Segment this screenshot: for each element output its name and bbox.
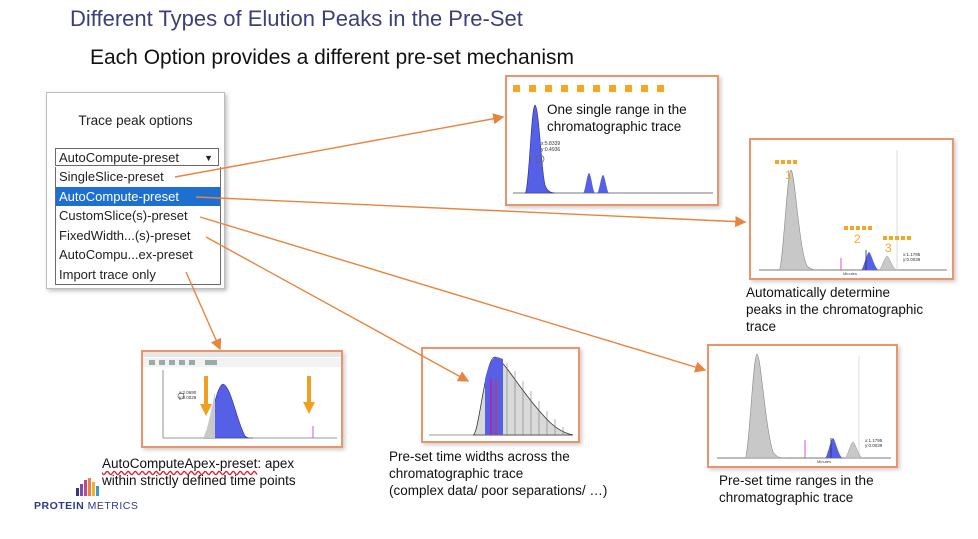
trace-peak-options-select[interactable]: AutoCompute-preset ▼ xyxy=(55,148,219,166)
custom-slice-trace-plot xyxy=(717,353,891,459)
auto-caption-line2: peaks in the chromatographic xyxy=(746,302,924,317)
single-slice-trace-plot xyxy=(513,85,713,194)
arrow-fixedwidth xyxy=(205,236,470,382)
single-caption-line2: chromatographic trace xyxy=(547,119,682,134)
cursor-y-readout: y:0.4936 xyxy=(541,147,561,153)
fixed-width-trace-plot xyxy=(429,356,574,436)
cursor-y-readout: y:0.0039 xyxy=(865,443,883,448)
slide-subtitle: Each Option provides a different pre-set… xyxy=(90,46,575,69)
option-import-trace-only[interactable]: Import trace only xyxy=(59,266,156,282)
cursor-y-readout: y:0.0029 xyxy=(179,395,197,400)
auto-caption-line3: trace xyxy=(746,319,777,334)
peak-label-2: 2 xyxy=(854,232,861,246)
apex-caption-rest: : apex xyxy=(257,456,295,471)
apex-trace-plot xyxy=(143,352,341,439)
protein-metrics-logo-icon xyxy=(76,478,99,496)
cursor-x-readout: x:2.0690 xyxy=(179,390,197,395)
peak-label-3: 3 xyxy=(885,241,892,255)
cursor-x-readout: x:1.1795 xyxy=(903,252,921,257)
apex-caption-line2: within strictly defined time points xyxy=(102,473,296,488)
x-axis-label: Minutes xyxy=(817,459,832,464)
custom-slice-thumbnail: x:1.1795 y:0.0039 Minutes xyxy=(707,344,898,468)
fixed-width-thumbnail xyxy=(421,347,580,443)
fixed-caption-line1: Pre-set time widths across the xyxy=(389,449,570,464)
logo-word-metrics: METRICS xyxy=(84,500,139,512)
cursor-x-readout: x:5.8339 xyxy=(541,141,561,147)
slide-title: Different Types of Elution Peaks in the … xyxy=(70,6,523,31)
dropdown-options-list: SingleSlice-preset AutoCompute-preset Cu… xyxy=(55,167,221,285)
cursor-x-readout: x:1.1795 xyxy=(865,438,883,443)
select-value: AutoCompute-preset xyxy=(59,150,179,165)
option-fixedwidth-preset[interactable]: FixedWidth...(s)-preset xyxy=(59,227,191,243)
arrow-customslice xyxy=(199,216,707,373)
apex-caption-term: AutoComputeApex-preset xyxy=(102,456,258,471)
logo-word-protein: PROTEIN xyxy=(34,500,85,512)
arrow-apex xyxy=(185,271,222,351)
autocompute-thumbnail: 1 2 3 x:1.1795 y:0.0039 Minutes xyxy=(749,138,954,280)
chevron-down-icon[interactable]: ▼ xyxy=(204,153,213,163)
autocompute-apex-thumbnail: x:2.0690 y:0.0029 xyxy=(141,350,343,448)
fixed-caption-line2: chromatographic trace xyxy=(389,466,524,481)
option-autocompute-preset[interactable]: AutoCompute-preset xyxy=(56,186,220,206)
single-caption-line1: One single range in the xyxy=(547,102,687,117)
option-autocompute-apex-preset[interactable]: AutoCompu...ex-preset xyxy=(59,247,193,262)
single-slice-thumbnail: x:5.8339 y:0.4936 One single range in th… xyxy=(505,75,719,206)
autocompute-trace-plot xyxy=(759,150,947,271)
auto-caption-line1: Automatically determine xyxy=(746,285,891,300)
arrow-singleslice xyxy=(174,113,505,178)
x-axis-label: Minutes xyxy=(843,271,858,276)
arrow-autocompute xyxy=(195,196,747,228)
fixed-caption-line3: (complex data/ poor separations/ …) xyxy=(389,483,608,498)
option-singleslice-preset[interactable]: SingleSlice-preset xyxy=(59,169,164,184)
cursor-y-readout: y:0.0039 xyxy=(903,257,921,262)
custom-caption-line1: Pre-set time ranges in the xyxy=(719,473,874,488)
protein-metrics-logo-text: PROTEIN METRICS xyxy=(34,500,138,512)
peak-label-1: 1 xyxy=(785,168,792,182)
trace-peak-options-panel: Trace peak options AutoCompute-preset ▼ … xyxy=(46,92,225,289)
option-customslice-preset[interactable]: CustomSlice(s)-preset xyxy=(59,208,188,223)
custom-caption-line2: chromatographic trace xyxy=(719,490,854,505)
trace-peak-options-label: Trace peak options xyxy=(78,113,193,128)
